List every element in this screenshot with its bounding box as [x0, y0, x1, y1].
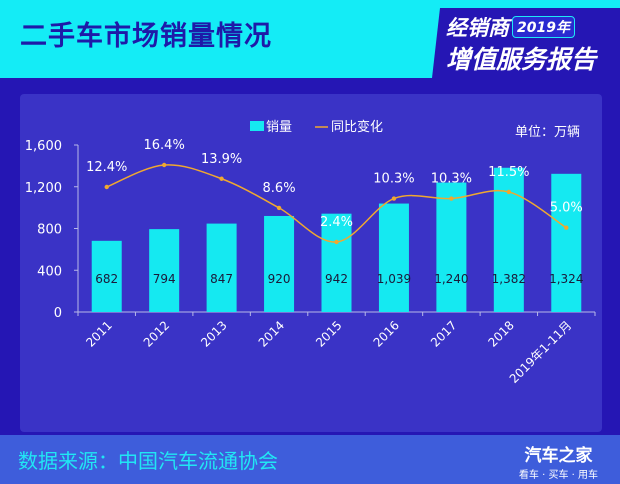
yoy-label: 10.3%	[431, 172, 472, 187]
bar-value-label: 847	[210, 272, 233, 286]
yoy-point-2012	[161, 162, 167, 168]
yoy-point-2017	[449, 196, 454, 201]
bar-value-label: 920	[268, 272, 291, 286]
brand-logo: 汽车之家 看车 · 买车 · 用车	[519, 441, 598, 481]
x-tick-label: 2012	[141, 318, 172, 349]
y-tick-label: 400	[37, 264, 62, 279]
x-tick-label: 2017	[428, 318, 459, 349]
yoy-point-2019年1-11月	[564, 225, 569, 230]
report-badge: 经销商 2019年 增值服务报告	[446, 12, 596, 76]
y-tick-label: 1,600	[25, 139, 62, 154]
brand-name: 汽车之家	[524, 446, 593, 466]
bar-value-label: 1,324	[549, 272, 583, 286]
y-tick-label: 1,200	[25, 181, 62, 196]
badge-line1: 经销商	[446, 16, 509, 40]
bar-value-label: 1,039	[377, 272, 411, 286]
yoy-label: 5.0%	[550, 201, 583, 216]
yoy-label: 13.9%	[201, 152, 242, 167]
x-tick-label: 2014	[256, 318, 287, 349]
bar-value-label: 1,240	[434, 272, 468, 286]
yoy-point-2013	[219, 176, 224, 181]
bar-2014	[264, 215, 295, 312]
yoy-label: 8.6%	[263, 181, 296, 196]
bar-value-label: 682	[95, 272, 118, 286]
bar-value-label: 794	[153, 272, 176, 286]
x-tick-label: 2016	[371, 318, 402, 349]
yoy-label: 12.4%	[86, 160, 127, 175]
data-source: 数据来源：中国汽车流通协会	[18, 449, 278, 473]
page-title: 二手车市场销量情况	[20, 21, 272, 52]
x-tick-label: 2019年1-11月	[507, 318, 575, 386]
legend-line-label: 同比变化	[331, 119, 383, 135]
yoy-label: 2.4%	[320, 215, 353, 230]
bar-2016	[378, 203, 409, 312]
badge-year: 2019年	[512, 16, 575, 38]
footer: 数据来源：中国汽车流通协会 汽车之家 看车 · 买车 · 用车	[0, 435, 620, 484]
bar-value-label: 1,382	[492, 272, 526, 286]
yoy-point-2015	[334, 239, 339, 245]
brand-slogan: 看车 · 买车 · 用车	[518, 470, 598, 481]
y-tick-label: 800	[37, 223, 62, 238]
x-tick-label: 2018	[485, 318, 516, 349]
bar-2012	[149, 229, 180, 312]
yoy-label: 11.5%	[488, 165, 529, 180]
x-tick-label: 2015	[313, 318, 344, 349]
x-tick-label: 2011	[83, 318, 114, 349]
bar-2019年1-11月	[551, 173, 582, 312]
bar-value-label: 942	[325, 272, 348, 286]
yoy-point-2011	[104, 184, 109, 190]
header: 二手车市场销量情况 经销商 2019年 增值服务报告	[0, 0, 620, 78]
yoy-point-2018	[506, 189, 512, 195]
legend-bar-label: 销量	[266, 120, 292, 135]
yoy-point-2016	[391, 196, 397, 201]
bar-2017	[436, 182, 467, 312]
y-tick-label: 0	[54, 306, 62, 321]
legend-bar-swatch	[250, 121, 264, 131]
bar-2013	[206, 223, 237, 312]
x-tick-label: 2013	[198, 318, 229, 349]
bar-2011	[91, 240, 122, 312]
bar-2015	[321, 213, 352, 312]
unit-label: 单位：万辆	[515, 125, 580, 140]
yoy-label: 16.4%	[144, 138, 185, 153]
yoy-label: 10.3%	[373, 172, 414, 187]
yoy-point-2014	[276, 205, 282, 211]
bar-2018	[493, 167, 524, 312]
badge-line2: 增值服务报告	[446, 45, 597, 74]
